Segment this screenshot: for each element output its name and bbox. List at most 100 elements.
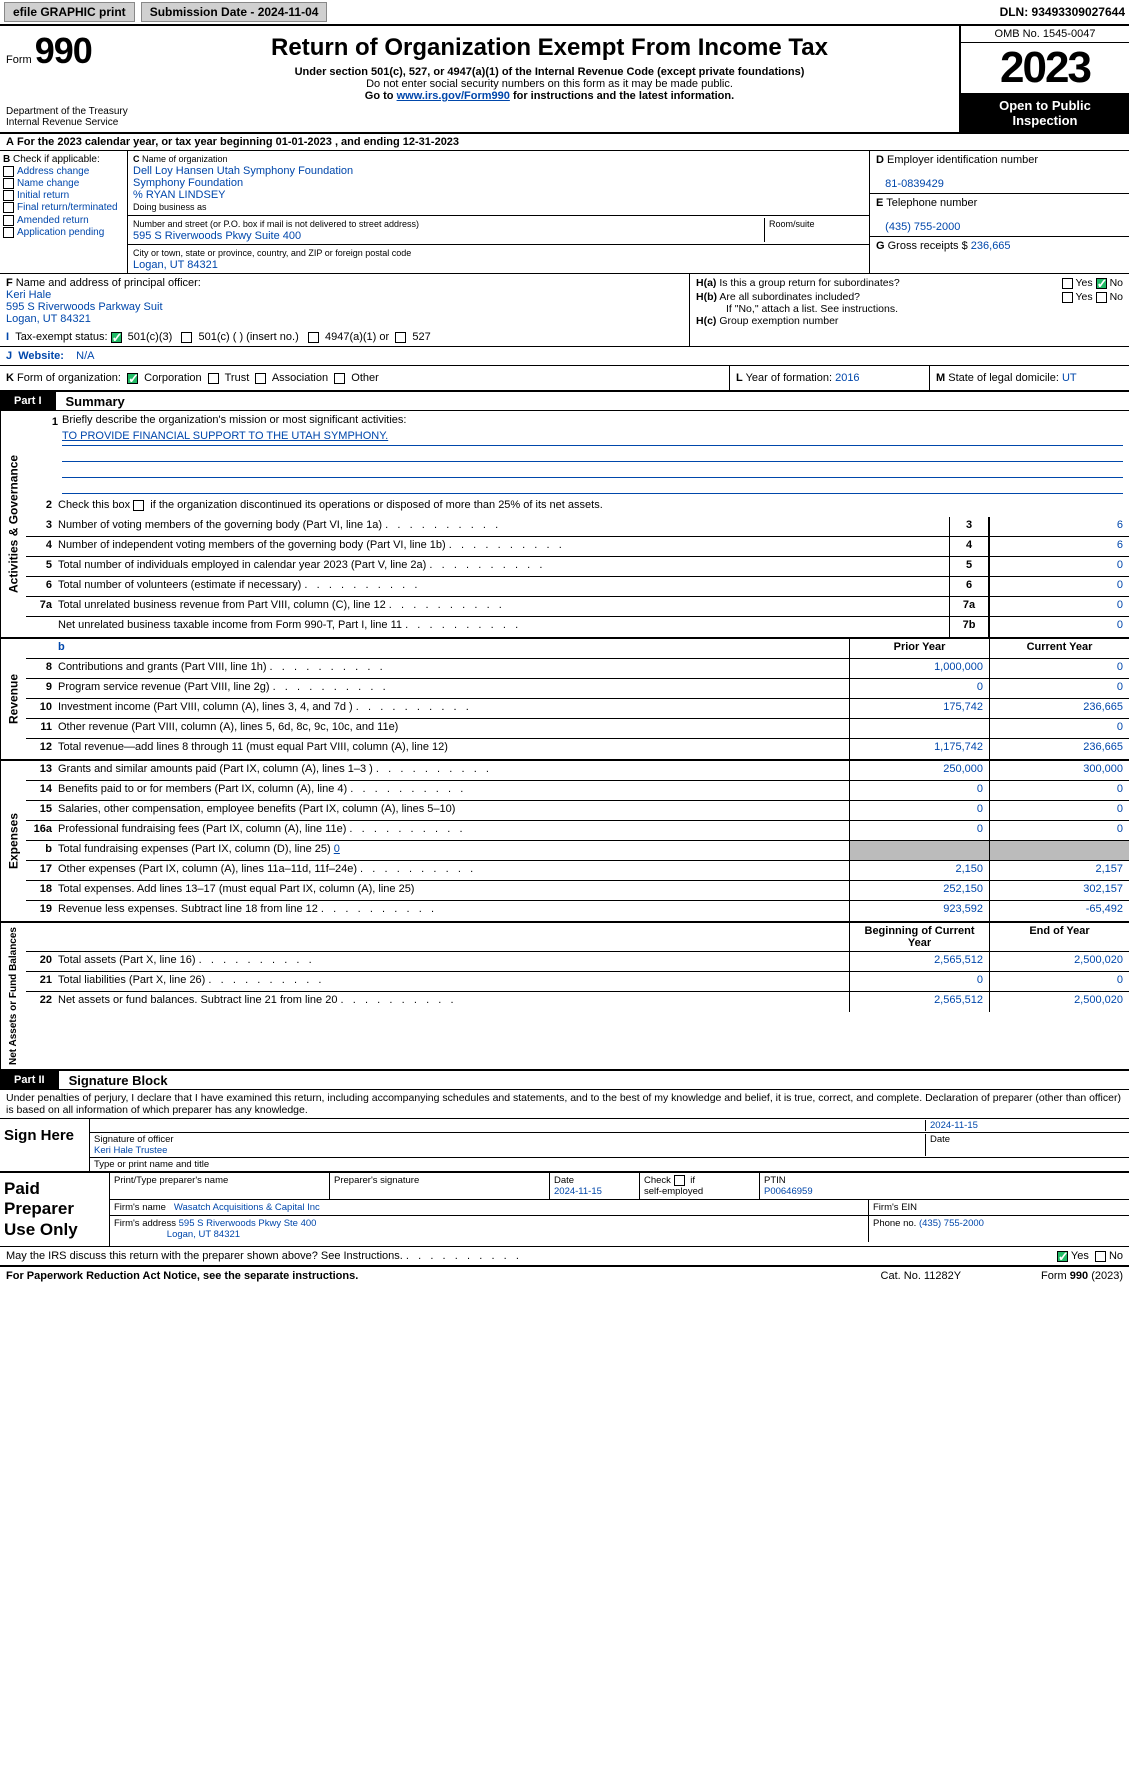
checkbox-4947[interactable]	[308, 332, 319, 343]
checkbox-discuss-yes[interactable]	[1057, 1251, 1068, 1262]
checkbox-application-pending[interactable]	[3, 227, 14, 238]
org-name-1: Dell Loy Hansen Utah Symphony Foundation	[133, 165, 353, 177]
l9-curr: 0	[989, 679, 1129, 698]
paid-preparer-label: Paid Preparer Use Only	[0, 1173, 110, 1246]
tax-exempt-label: Tax-exempt status:	[15, 331, 107, 343]
officer-street: 595 S Riverwoods Parkway Suit	[6, 301, 163, 313]
checkbox-ha-no[interactable]	[1096, 278, 1107, 289]
ptin-value: P00646959	[764, 1186, 813, 1197]
checkbox-other[interactable]	[334, 373, 345, 384]
prep-phone-value: (435) 755-2000	[919, 1218, 984, 1229]
firm-addr2: Logan, UT 84321	[167, 1229, 240, 1240]
firm-name-value: Wasatch Acquisitions & Capital Inc	[174, 1202, 320, 1213]
l7b-desc: Net unrelated business taxable income fr…	[56, 617, 949, 637]
omb-number: OMB No. 1545-0047	[961, 26, 1129, 43]
form-title: Return of Organization Exempt From Incom…	[146, 34, 953, 62]
goto-post: for instructions and the latest informat…	[513, 90, 734, 102]
l1-desc: Briefly describe the organization's miss…	[62, 414, 406, 430]
l15-desc: Salaries, other compensation, employee b…	[56, 801, 849, 820]
checkbox-discuss-no[interactable]	[1095, 1251, 1106, 1262]
activities-governance-section: Activities & Governance 1Briefly describ…	[0, 411, 1129, 639]
checkbox-discontinued[interactable]	[133, 500, 144, 511]
checkbox-hb-yes[interactable]	[1062, 292, 1073, 303]
ein-value: 81-0839429	[885, 178, 944, 190]
form-header: Form 990 Department of the Treasury Inte…	[0, 26, 1129, 134]
l22-end: 2,500,020	[989, 992, 1129, 1012]
hdr-current: Current Year	[989, 639, 1129, 658]
city-label: City or town, state or province, country…	[133, 248, 411, 258]
l18-desc: Total expenses. Add lines 13–17 (must eq…	[56, 881, 849, 900]
l6-desc: Total number of volunteers (estimate if …	[56, 577, 949, 596]
form-org-label: Form of organization:	[17, 372, 121, 384]
l19-prior: 923,592	[849, 901, 989, 921]
part2-tab: Part II	[0, 1071, 59, 1089]
l17-desc: Other expenses (Part IX, column (A), lin…	[56, 861, 849, 880]
l21-desc: Total liabilities (Part X, line 26)	[56, 972, 849, 991]
ssn-note: Do not enter social security numbers on …	[146, 78, 953, 90]
l14-curr: 0	[989, 781, 1129, 800]
l7a-desc: Total unrelated business revenue from Pa…	[56, 597, 949, 616]
sign-here-label: Sign Here	[0, 1119, 90, 1171]
checkbox-trust[interactable]	[208, 373, 219, 384]
l8-desc: Contributions and grants (Part VIII, lin…	[56, 659, 849, 678]
form-subtitle: Under section 501(c), 527, or 4947(a)(1)…	[146, 66, 953, 78]
net-assets-section: Net Assets or Fund Balances Beginning of…	[0, 923, 1129, 1071]
submission-date-button[interactable]: Submission Date - 2024-11-04	[141, 2, 328, 22]
gross-value: 236,665	[971, 240, 1011, 252]
org-name-2: Symphony Foundation	[133, 177, 243, 189]
l5-val: 0	[989, 557, 1129, 576]
l14-desc: Benefits paid to or for members (Part IX…	[56, 781, 849, 800]
l18-prior: 252,150	[849, 881, 989, 900]
section-bcde: B Check if applicable: Address change Na…	[0, 151, 1129, 274]
checkbox-self-employed[interactable]	[674, 1175, 685, 1186]
part1-tab: Part I	[0, 392, 56, 410]
top-bar: efile GRAPHIC print Submission Date - 20…	[0, 0, 1129, 26]
vlabel-expenses: Expenses	[0, 761, 26, 921]
discuss-row: May the IRS discuss this return with the…	[0, 1247, 1129, 1265]
checkbox-association[interactable]	[255, 373, 266, 384]
l10-desc: Investment income (Part VIII, column (A)…	[56, 699, 849, 718]
checkbox-address-change[interactable]	[3, 166, 14, 177]
tax-year: 2023	[961, 43, 1129, 94]
checkbox-ha-yes[interactable]	[1062, 278, 1073, 289]
l3-val: 6	[989, 517, 1129, 536]
state-domicile-label: State of legal domicile:	[948, 372, 1059, 384]
l8-prior: 1,000,000	[849, 659, 989, 678]
row-j-website: J Website: N/A	[0, 347, 1129, 366]
checkbox-501c3[interactable]	[111, 332, 122, 343]
checkbox-final-return[interactable]	[3, 202, 14, 213]
checkbox-hb-no[interactable]	[1096, 292, 1107, 303]
sig-date-value: 2024-11-15	[925, 1120, 1125, 1131]
l20-desc: Total assets (Part X, line 16)	[56, 952, 849, 971]
l22-desc: Net assets or fund balances. Subtract li…	[56, 992, 849, 1012]
form-number: 990	[35, 30, 92, 71]
checkbox-501c[interactable]	[181, 332, 192, 343]
checkbox-initial-return[interactable]	[3, 190, 14, 201]
l17-prior: 2,150	[849, 861, 989, 880]
paperwork-notice: For Paperwork Reduction Act Notice, see …	[6, 1270, 358, 1282]
l20-end: 2,500,020	[989, 952, 1129, 971]
section-fh: F Name and address of principal officer:…	[0, 274, 1129, 347]
l19-curr: -65,492	[989, 901, 1129, 921]
goto-pre: Go to	[365, 90, 397, 102]
l19-desc: Revenue less expenses. Subtract line 18 …	[56, 901, 849, 921]
l13-prior: 250,000	[849, 761, 989, 780]
type-name-label: Type or print name and title	[90, 1158, 1129, 1171]
checkbox-corporation[interactable]	[127, 373, 138, 384]
checkbox-527[interactable]	[395, 332, 406, 343]
street-label: Number and street (or P.O. box if mail i…	[133, 219, 419, 229]
hdr-prior: Prior Year	[849, 639, 989, 658]
prep-sig-label: Preparer's signature	[330, 1173, 550, 1199]
l13-desc: Grants and similar amounts paid (Part IX…	[56, 761, 849, 780]
checkbox-amended-return[interactable]	[3, 215, 14, 226]
irs-link[interactable]: www.irs.gov/Form990	[397, 90, 510, 102]
row-a-tax-year: A For the 2023 calendar year, or tax yea…	[0, 134, 1129, 151]
checkbox-name-change[interactable]	[3, 178, 14, 189]
expenses-section: Expenses 13Grants and similar amounts pa…	[0, 761, 1129, 923]
l4-desc: Number of independent voting members of …	[56, 537, 949, 556]
l11-prior	[849, 719, 989, 738]
l21-end: 0	[989, 972, 1129, 991]
firm-ein-label: Firm's EIN	[869, 1200, 1129, 1215]
efile-button[interactable]: efile GRAPHIC print	[4, 2, 135, 22]
l20-beg: 2,565,512	[849, 952, 989, 971]
